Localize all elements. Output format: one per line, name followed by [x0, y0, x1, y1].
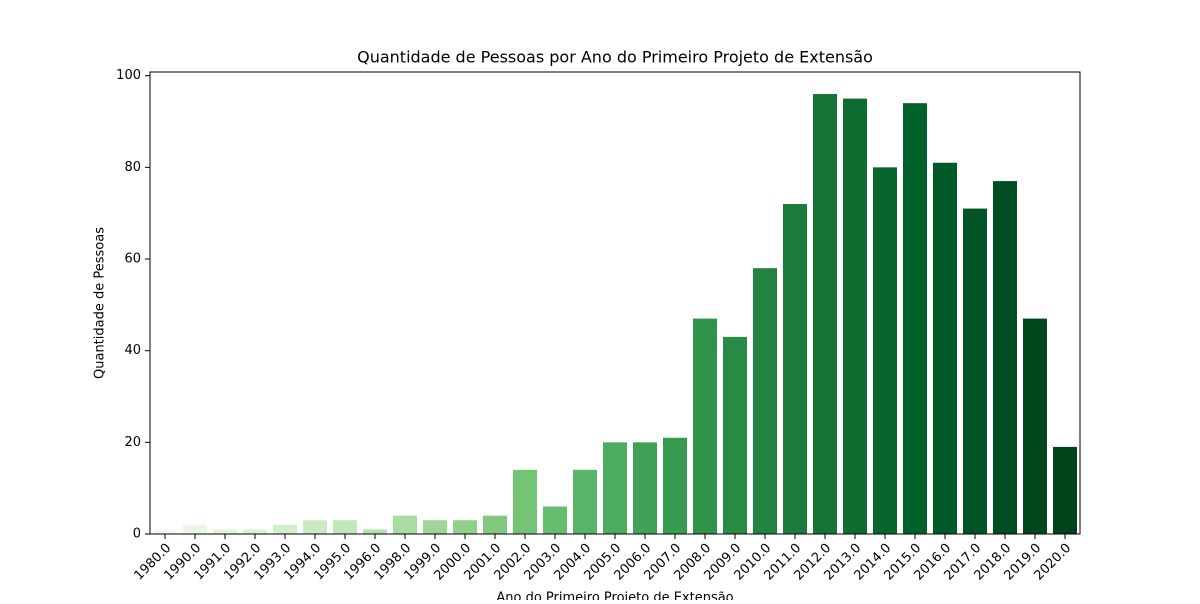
bar — [243, 529, 267, 534]
bar — [783, 204, 807, 534]
bar — [303, 520, 327, 534]
y-axis-label: Quantidade de Pessoas — [93, 227, 108, 379]
bar — [333, 520, 357, 534]
y-tick-label: 60 — [124, 252, 141, 267]
bar — [663, 437, 687, 534]
bar — [843, 98, 867, 534]
bar — [993, 181, 1017, 535]
x-axis-label: Ano do Primeiro Projeto de Extensão — [496, 591, 733, 601]
y-tick-label: 80 — [124, 160, 141, 175]
y-tick-label: 40 — [124, 343, 141, 358]
y-tick-label: 100 — [116, 68, 141, 83]
bar — [813, 94, 837, 534]
bar — [693, 318, 717, 534]
bar — [513, 469, 537, 534]
bar — [453, 520, 477, 534]
bar — [183, 524, 207, 534]
plot-frame — [149, 71, 1081, 535]
bar — [933, 162, 957, 534]
bar — [633, 442, 657, 534]
bar — [393, 515, 417, 534]
bar — [573, 469, 597, 534]
bar — [213, 529, 237, 534]
bar — [873, 167, 897, 535]
bar — [603, 442, 627, 534]
bar — [153, 529, 177, 534]
bar — [363, 529, 387, 534]
bar — [1053, 446, 1077, 534]
bar — [423, 520, 447, 534]
bar — [723, 336, 747, 534]
bar — [753, 268, 777, 534]
bar — [903, 103, 927, 535]
bar — [483, 515, 507, 534]
chart-title: Quantidade de Pessoas por Ano do Primeir… — [357, 48, 873, 67]
y-tick-label: 0 — [133, 527, 141, 542]
bar — [273, 524, 297, 534]
bar — [543, 506, 567, 534]
y-tick-label: 20 — [124, 435, 141, 450]
bar — [1023, 318, 1047, 534]
bar — [963, 208, 987, 535]
